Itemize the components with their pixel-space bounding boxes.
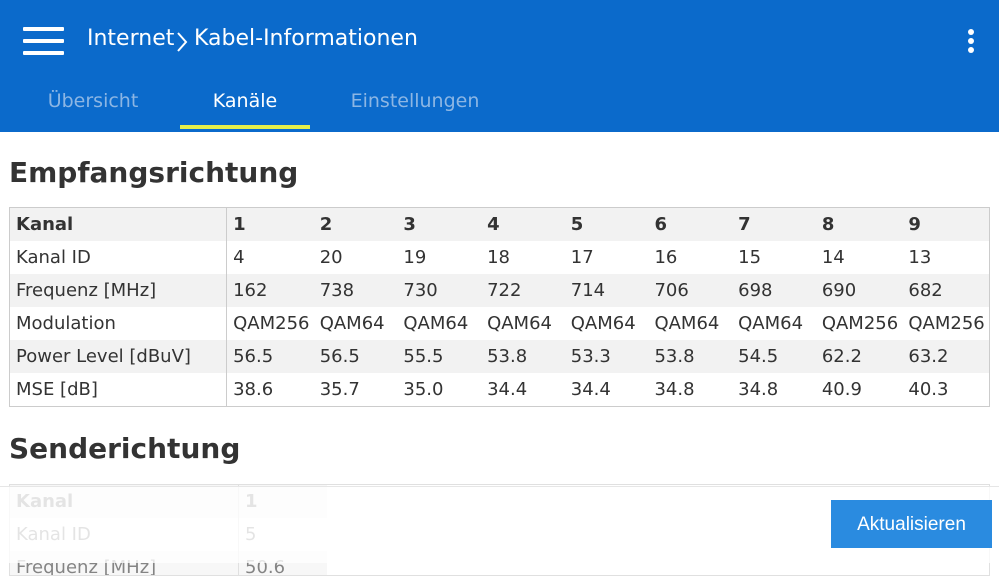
table-cell: 18 bbox=[487, 247, 510, 268]
table-cell: QAM64 bbox=[654, 313, 720, 334]
table-cell: 40.3 bbox=[908, 379, 949, 400]
menu-icon-bar bbox=[23, 39, 64, 43]
table-cell: 3 bbox=[403, 214, 416, 235]
table-cell: QAM64 bbox=[570, 313, 636, 334]
table-row: Kanal ID 4 20 19 18 17 16 15 14 13 bbox=[10, 241, 989, 274]
active-tab-indicator bbox=[180, 125, 310, 129]
table-cell: 16 bbox=[654, 247, 678, 268]
table-cell: 34.4 bbox=[570, 379, 611, 400]
table-cell: 706 bbox=[654, 280, 689, 301]
table-cell: 5 bbox=[570, 214, 584, 235]
more-menu-dot bbox=[968, 38, 974, 44]
table-cell: 13 bbox=[908, 247, 932, 268]
table-cell: 9 bbox=[908, 214, 921, 235]
more-menu-dot bbox=[968, 47, 974, 53]
table: Kanal 1 2 3 4 5 6 7 8 9 Kanal ID 4 20 19 18 17 16 15 14 13 F… bbox=[9, 207, 990, 407]
table-cell: QAM64 bbox=[403, 313, 469, 334]
table-cell: 682 bbox=[908, 280, 943, 301]
tab[interactable]: Kanäle bbox=[212, 90, 278, 112]
table-cell: QAM64 bbox=[319, 313, 385, 334]
table-cell: 35.0 bbox=[403, 379, 444, 400]
table-cell: QAM64 bbox=[738, 313, 804, 334]
table-cell: 6 bbox=[654, 214, 667, 235]
table-cell: 1 bbox=[233, 214, 246, 235]
table-cell: 53.3 bbox=[570, 346, 611, 367]
breadcrumb[interactable]: Internet bbox=[87, 26, 175, 51]
table-cell: 53.8 bbox=[487, 346, 528, 367]
table-cell: 62.2 bbox=[821, 346, 862, 367]
table-cell: 714 bbox=[570, 280, 606, 301]
table-cell: 54.5 bbox=[738, 346, 779, 367]
tab[interactable]: Übersicht bbox=[47, 90, 139, 112]
table-row: Kanal 1 2 3 4 5 6 7 8 9 bbox=[10, 208, 989, 241]
app-header: Internet Kabel-Informationen Übersicht Ka… bbox=[0, 0, 999, 132]
table-cell: 17 bbox=[570, 247, 594, 268]
table-row: MSE [dB] 38.6 35.7 35.0 34.4 34.4 34.8 34.8 40.9… bbox=[10, 373, 989, 406]
table-cell: QAM256 bbox=[821, 313, 899, 334]
table-cell: 7 bbox=[738, 214, 751, 235]
table-cell: 55.5 bbox=[403, 346, 444, 367]
data-table: Kanal 1 2 3 4 5 6 7 8 9 Kanal ID 4 20 19 18 17 16 15 14 13 F… bbox=[10, 208, 989, 406]
table-cell: 8 bbox=[821, 214, 835, 235]
table-cell: 40.9 bbox=[821, 379, 862, 400]
chevron bbox=[177, 32, 188, 52]
table-cell: 19 bbox=[403, 247, 427, 268]
table-cell: 738 bbox=[319, 280, 355, 301]
table-cell: 34.8 bbox=[738, 379, 779, 400]
table-cell: Kanal bbox=[10, 208, 228, 241]
table-cell: Power Level [dBuV] bbox=[10, 340, 228, 373]
table-cell: MSE [dB] bbox=[10, 373, 228, 406]
table-cell: 53.8 bbox=[654, 346, 695, 367]
table-cell: 730 bbox=[403, 280, 438, 301]
table-cell: QAM64 bbox=[487, 313, 552, 334]
menu-icon[interactable] bbox=[23, 27, 64, 31]
table-cell: 15 bbox=[738, 247, 762, 268]
table-row: Frequenz [MHz] 162 738 730 722 714 706 698 690 68… bbox=[10, 274, 989, 307]
table-cell: 698 bbox=[738, 280, 773, 301]
table-row: Power Level [dBuV] 56.5 56.5 55.5 53.8 53.3 53… bbox=[10, 340, 989, 373]
table-cell: QAM256 bbox=[233, 313, 310, 334]
section-title: Empfangsrichtung bbox=[9, 156, 299, 189]
breadcrumb: Kabel-Informationen bbox=[194, 26, 418, 51]
section-title: Senderichtung bbox=[9, 432, 241, 465]
table-row: Modulation QAM256 QAM64 QAM64 QAM64 QAM64 QAM6… bbox=[10, 307, 989, 340]
table-cell: Modulation bbox=[10, 307, 228, 340]
table-cell: 2 bbox=[319, 214, 333, 235]
tab[interactable]: Einstellungen bbox=[350, 90, 480, 112]
menu-icon-bar bbox=[23, 51, 64, 55]
table-cell: 35.7 bbox=[319, 379, 360, 400]
table-cell: 38.6 bbox=[233, 379, 274, 400]
table-cell: 34.4 bbox=[487, 379, 528, 400]
table-cell: 690 bbox=[821, 280, 857, 301]
table-cell: 34.8 bbox=[654, 379, 695, 400]
table-cell: QAM256 bbox=[908, 313, 985, 334]
table-cell: 722 bbox=[487, 280, 522, 301]
table-cell: Kanal ID bbox=[10, 241, 228, 274]
table-cell: 162 bbox=[233, 280, 268, 301]
table-cell: 4 bbox=[487, 214, 500, 235]
table-cell: 20 bbox=[319, 247, 343, 268]
more-menu[interactable] bbox=[968, 29, 974, 35]
refresh-button[interactable]: Aktualisieren bbox=[831, 500, 992, 548]
table-cell: 4 bbox=[233, 247, 245, 268]
table-cell: 56.5 bbox=[319, 346, 360, 367]
table-cell: Frequenz [MHz] bbox=[10, 274, 228, 307]
table-cell: 14 bbox=[821, 247, 845, 268]
table-cell: 56.5 bbox=[233, 346, 274, 367]
table-cell: 63.2 bbox=[908, 346, 949, 367]
